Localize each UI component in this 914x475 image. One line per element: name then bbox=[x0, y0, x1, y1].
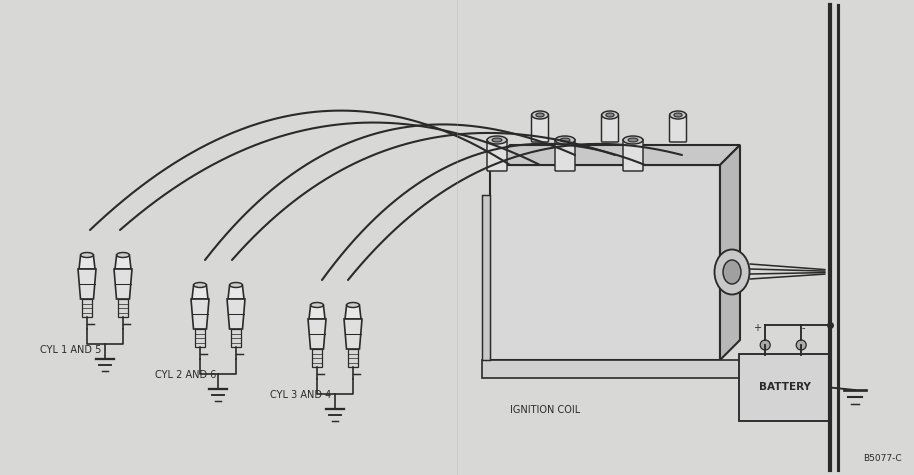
Polygon shape bbox=[115, 255, 131, 269]
FancyBboxPatch shape bbox=[739, 354, 831, 421]
Polygon shape bbox=[228, 285, 244, 299]
Ellipse shape bbox=[560, 138, 570, 142]
FancyBboxPatch shape bbox=[669, 114, 686, 142]
Ellipse shape bbox=[536, 113, 544, 117]
Ellipse shape bbox=[492, 138, 502, 142]
Ellipse shape bbox=[346, 303, 359, 307]
Circle shape bbox=[796, 340, 806, 350]
Ellipse shape bbox=[628, 138, 638, 142]
Ellipse shape bbox=[723, 260, 741, 284]
Text: IGNITION COIL: IGNITION COIL bbox=[510, 405, 580, 415]
Polygon shape bbox=[720, 145, 740, 360]
Polygon shape bbox=[490, 145, 740, 165]
Ellipse shape bbox=[194, 283, 207, 287]
Polygon shape bbox=[348, 349, 358, 367]
Polygon shape bbox=[308, 319, 326, 349]
Circle shape bbox=[760, 340, 771, 350]
Text: CYL 2 AND 6: CYL 2 AND 6 bbox=[155, 370, 217, 380]
FancyBboxPatch shape bbox=[601, 114, 619, 142]
Ellipse shape bbox=[487, 136, 507, 144]
Polygon shape bbox=[309, 305, 325, 319]
Polygon shape bbox=[118, 299, 128, 317]
FancyBboxPatch shape bbox=[555, 139, 575, 171]
Ellipse shape bbox=[80, 253, 93, 257]
Ellipse shape bbox=[117, 253, 130, 257]
Polygon shape bbox=[82, 299, 92, 317]
FancyBboxPatch shape bbox=[532, 114, 548, 142]
Text: BATTERY: BATTERY bbox=[759, 382, 811, 392]
Polygon shape bbox=[482, 360, 748, 378]
Ellipse shape bbox=[670, 111, 686, 119]
Polygon shape bbox=[227, 299, 245, 329]
Polygon shape bbox=[78, 269, 96, 299]
FancyBboxPatch shape bbox=[623, 139, 643, 171]
Polygon shape bbox=[79, 255, 95, 269]
Ellipse shape bbox=[601, 111, 618, 119]
Polygon shape bbox=[192, 285, 208, 299]
Ellipse shape bbox=[674, 113, 682, 117]
Polygon shape bbox=[191, 299, 209, 329]
Polygon shape bbox=[482, 195, 490, 360]
Ellipse shape bbox=[555, 136, 575, 144]
Ellipse shape bbox=[715, 249, 749, 294]
Polygon shape bbox=[114, 269, 132, 299]
FancyBboxPatch shape bbox=[487, 139, 507, 171]
Polygon shape bbox=[345, 305, 361, 319]
Text: CYL 1 AND 5: CYL 1 AND 5 bbox=[40, 345, 101, 355]
Polygon shape bbox=[195, 329, 205, 347]
Ellipse shape bbox=[229, 283, 242, 287]
Ellipse shape bbox=[606, 113, 614, 117]
Polygon shape bbox=[344, 319, 362, 349]
Polygon shape bbox=[490, 165, 720, 360]
Text: CYL 3 AND 4: CYL 3 AND 4 bbox=[270, 390, 331, 400]
Text: +: + bbox=[753, 323, 761, 333]
Polygon shape bbox=[312, 349, 322, 367]
Text: -: - bbox=[802, 323, 805, 333]
Polygon shape bbox=[231, 329, 241, 347]
Text: B5077-C: B5077-C bbox=[864, 454, 902, 463]
Ellipse shape bbox=[532, 111, 548, 119]
Ellipse shape bbox=[311, 303, 324, 307]
Ellipse shape bbox=[623, 136, 643, 144]
